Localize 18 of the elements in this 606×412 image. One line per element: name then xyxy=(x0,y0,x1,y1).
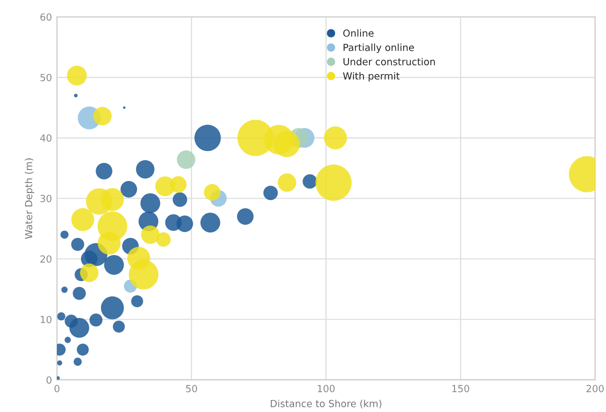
y-axis-title: Water Depth (m) xyxy=(24,158,34,239)
legend-label: With permit xyxy=(343,72,400,82)
x-tick-label: 100 xyxy=(318,384,335,392)
y-tick-label: 10 xyxy=(40,316,52,324)
legend-label: Partially online xyxy=(344,44,414,53)
x-tick-label: 0 xyxy=(54,384,60,392)
y-tick-label: 20 xyxy=(40,255,52,263)
y-tick-label: 60 xyxy=(40,13,52,21)
legend-label: Online xyxy=(343,29,374,37)
y-tick-label: 0 xyxy=(46,376,52,384)
x-tick-label: 50 xyxy=(186,384,198,392)
y-tick-label: 30 xyxy=(40,194,52,202)
y-tick-label: 50 xyxy=(40,74,52,82)
legend-label: Under construction xyxy=(344,58,435,66)
y-tick-label: 40 xyxy=(40,134,52,142)
x-tick-label: 200 xyxy=(586,384,604,392)
x-tick-label: 150 xyxy=(452,384,470,392)
x-axis-title: Distance to Shore (km) xyxy=(270,400,382,408)
